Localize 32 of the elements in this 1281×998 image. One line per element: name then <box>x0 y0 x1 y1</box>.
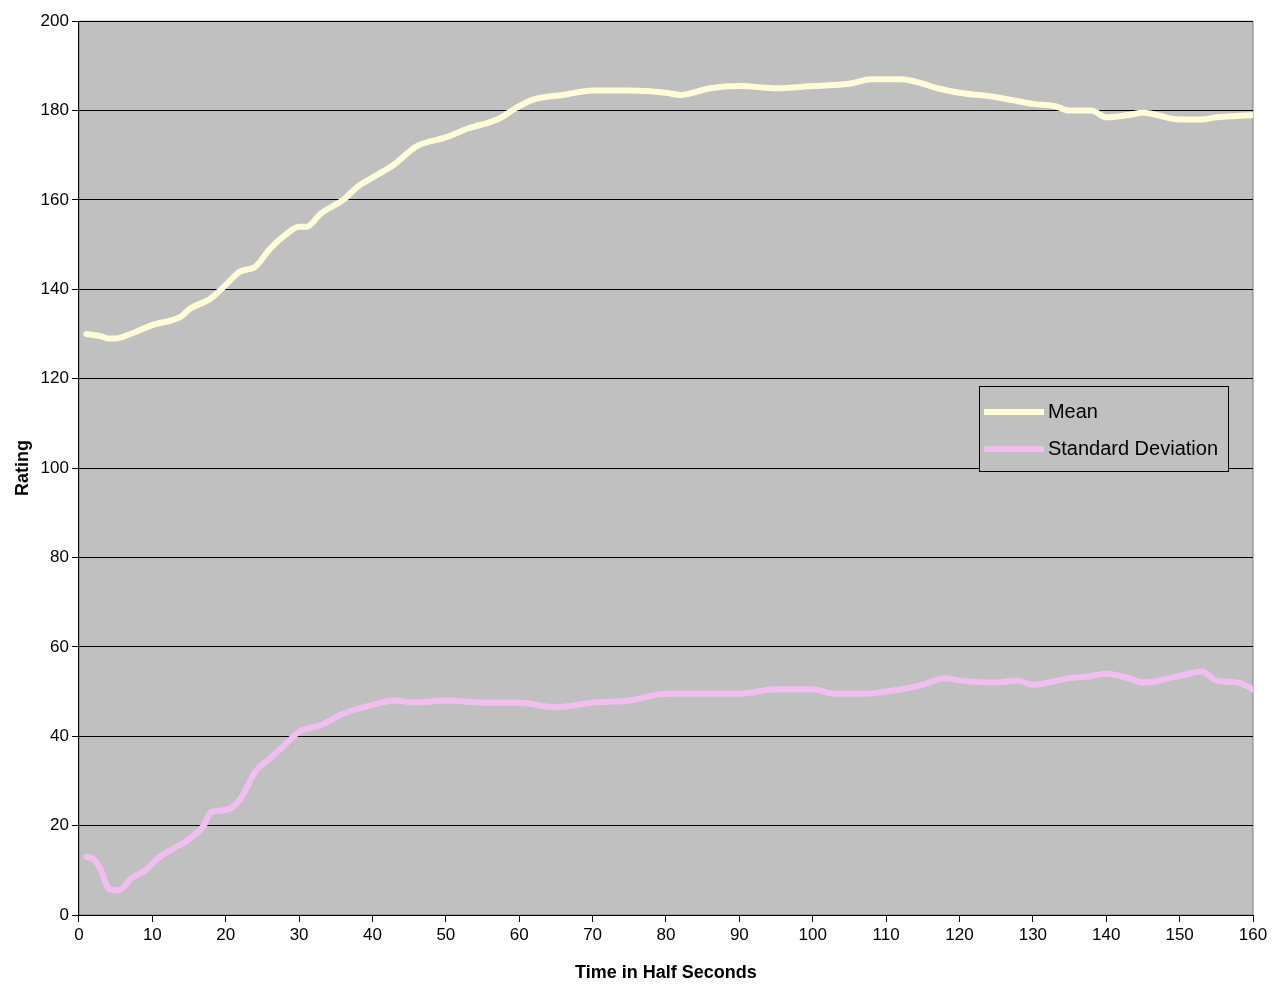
x-tick-label: 50 <box>436 924 456 944</box>
y-tick-label: 20 <box>50 815 69 835</box>
legend-label: Mean <box>1047 400 1098 423</box>
y-tick-label: 80 <box>50 547 69 567</box>
x-tick-label: 120 <box>945 924 974 944</box>
x-tick-label: 140 <box>1092 924 1121 944</box>
x-tick-label: 0 <box>74 924 84 944</box>
x-tick-label: 10 <box>142 924 162 944</box>
x-tick-label: 30 <box>289 924 309 944</box>
x-tick-label: 20 <box>216 924 236 944</box>
x-tick-label: 130 <box>1018 924 1048 944</box>
x-tick-label: 160 <box>1238 924 1268 944</box>
x-tick-label: 60 <box>509 924 529 944</box>
x-tick-label: 70 <box>583 924 603 944</box>
y-tick-label: 0 <box>59 904 69 924</box>
x-tick-label: 40 <box>363 924 382 944</box>
y-tick-label: 200 <box>40 10 69 30</box>
x-tick-label: 150 <box>1165 924 1194 944</box>
x-axis-title: Time in Half Seconds <box>575 962 757 983</box>
y-tick-label: 140 <box>40 279 69 299</box>
x-tick-label: 90 <box>729 924 749 944</box>
x-tick-label: 80 <box>656 924 676 944</box>
legend-label: Standard Deviation <box>1047 437 1218 460</box>
x-tick-label: 100 <box>798 924 827 944</box>
y-axis-title: Rating <box>11 440 32 497</box>
x-tick-label: 110 <box>872 924 900 944</box>
y-tick-label: 60 <box>50 636 69 656</box>
y-tick-label: 40 <box>50 725 69 745</box>
y-tick-label: 100 <box>40 457 69 477</box>
y-tick-label: 120 <box>40 368 69 388</box>
y-tick-label: 180 <box>40 100 69 120</box>
y-tick-label: 160 <box>40 189 69 209</box>
